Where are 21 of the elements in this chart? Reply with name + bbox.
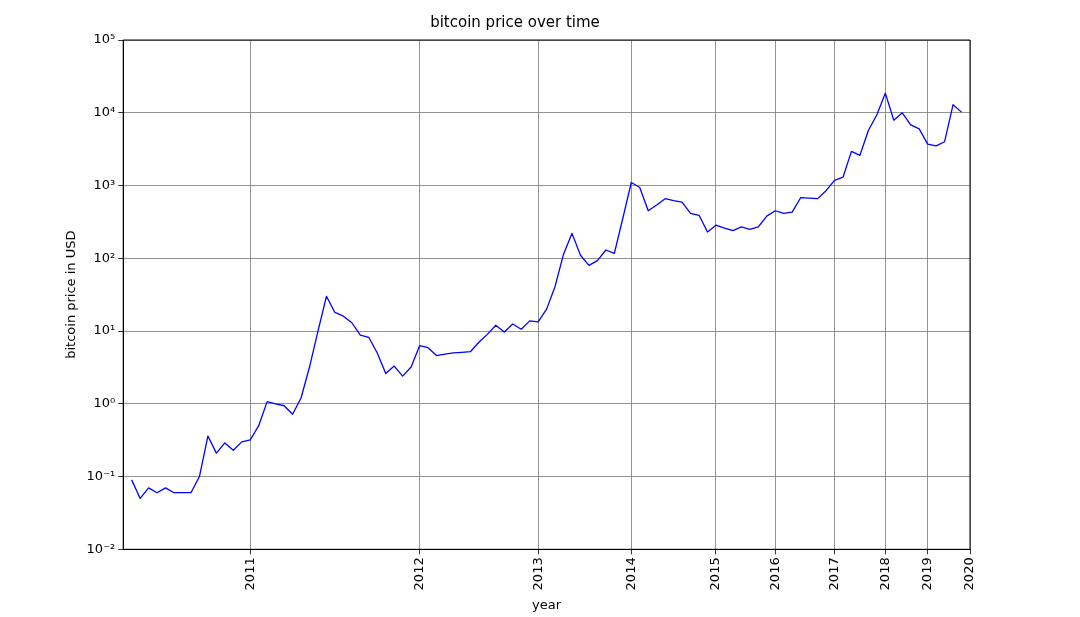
- y-tick-label: 10³: [93, 176, 116, 192]
- y-tick-label: 10⁵: [93, 31, 116, 47]
- x-tick-label: 2020: [961, 557, 977, 591]
- x-tick-label: 2016: [766, 557, 782, 591]
- y-tick-label: 10⁻²: [86, 540, 116, 556]
- x-tick-label: 2011: [241, 557, 257, 591]
- x-tick-label: 2015: [707, 557, 723, 591]
- chart-title: bitcoin price over time: [430, 12, 600, 31]
- x-tick-label: 2018: [876, 557, 892, 591]
- x-tick-label: 2014: [622, 557, 638, 591]
- x-tick-label: 2017: [825, 557, 841, 591]
- y-tick-label: 10⁴: [93, 104, 116, 120]
- x-tick-label: 2013: [529, 557, 545, 591]
- x-axis-title: year: [532, 596, 562, 612]
- x-tick-label: 2019: [919, 557, 935, 591]
- y-tick-label: 10⁰: [93, 395, 116, 411]
- x-tick-label: 2012: [410, 557, 426, 591]
- y-tick-label: 10²: [93, 249, 116, 265]
- y-tick-label: 10⁻¹: [86, 467, 116, 483]
- y-axis-title: bitcoin price in USD: [63, 230, 79, 359]
- y-tick-label: 10¹: [93, 322, 116, 338]
